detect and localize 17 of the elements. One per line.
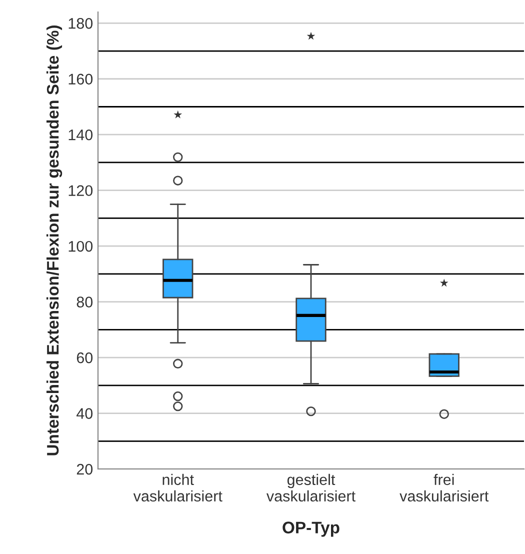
point [174, 110, 182, 118]
y-tick-label: 120 [68, 185, 93, 196]
point [440, 278, 448, 287]
y-tick-label: 40 [76, 408, 93, 419]
y-axis-title: Unterschied Extension/Flexion zur gesunden Seite (%) [46, 26, 62, 456]
x-tick-label: nicht vaskularisiert [133, 474, 222, 502]
x-tick-label: frei vaskularisiert [400, 474, 489, 502]
x-tick-label: gestielt vaskularisiert [266, 474, 356, 502]
y-tick-label: 20 [76, 464, 93, 475]
y-tick-label: 140 [68, 129, 93, 140]
y-tick-label: 80 [76, 296, 93, 308]
y-tick-label: 60 [76, 352, 93, 364]
y-tick-label: 100 [68, 240, 93, 252]
y-tick-label: 180 [68, 18, 93, 29]
y-tick-label: 160 [68, 74, 93, 85]
point [306, 32, 316, 40]
x-axis-title: OP-Typ [282, 522, 340, 537]
